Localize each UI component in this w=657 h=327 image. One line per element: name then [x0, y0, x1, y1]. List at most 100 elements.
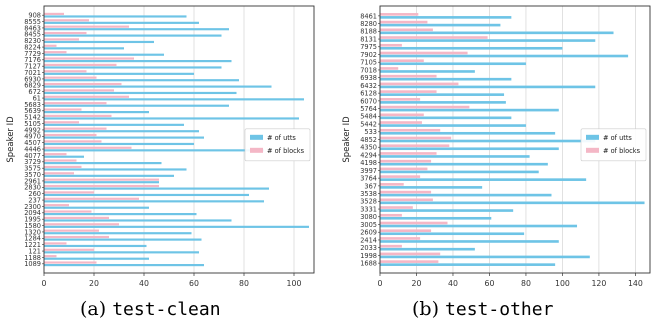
- bar-blocks: [380, 43, 402, 47]
- bar-blocks: [44, 25, 129, 28]
- x-tick-label: 0: [42, 279, 47, 288]
- bar-utts: [44, 104, 229, 107]
- bar-blocks: [380, 74, 437, 78]
- bar-blocks: [380, 90, 437, 93]
- bar-blocks: [380, 221, 448, 225]
- y-tick-label: 8230: [24, 37, 41, 45]
- bar-blocks: [380, 152, 437, 155]
- bar-blocks: [44, 121, 79, 124]
- y-tick-label: 4198: [360, 159, 377, 167]
- y-tick-label: 8461: [360, 12, 377, 20]
- bar-utts: [380, 232, 525, 236]
- bar-utts: [380, 124, 526, 127]
- y-tick-label: 1284: [24, 235, 41, 243]
- y-tick-label: 6128: [360, 90, 377, 98]
- y-axis-label: Speaker ID: [6, 116, 16, 163]
- y-tick-label: 8224: [24, 43, 41, 51]
- bar-blocks: [44, 12, 64, 15]
- bar-blocks: [44, 140, 102, 143]
- bar-utts: [380, 162, 548, 166]
- bar-utts: [44, 142, 194, 146]
- y-tick-label: 6938: [360, 74, 377, 82]
- y-tick-label: 4350: [360, 144, 377, 152]
- y-tick-label: 5764: [360, 105, 377, 113]
- bar-blocks: [380, 159, 432, 163]
- bar-blocks: [44, 204, 69, 207]
- y-tick-label: 1221: [24, 241, 41, 249]
- y-tick-label: 7105: [360, 59, 377, 67]
- bar-blocks: [44, 51, 67, 54]
- y-axis-label: Speaker ID: [342, 116, 352, 163]
- bar-blocks: [44, 31, 87, 35]
- bar-blocks: [44, 153, 67, 156]
- bar-utts: [380, 216, 492, 220]
- bar-utts: [380, 31, 614, 35]
- bar-blocks: [44, 44, 57, 47]
- bar-blocks: [380, 36, 488, 39]
- bar-utts: [44, 85, 272, 88]
- bar-blocks: [380, 67, 399, 70]
- y-tick-label: 4507: [24, 139, 41, 147]
- bar-utts: [380, 85, 596, 89]
- x-tick-label: 40: [139, 279, 149, 288]
- bar-utts: [380, 186, 483, 189]
- bar-utts: [44, 257, 149, 260]
- bar-utts: [380, 170, 539, 174]
- bar-blocks: [380, 59, 424, 63]
- bar-blocks: [380, 13, 419, 16]
- y-tick-label: 3764: [360, 175, 377, 183]
- y-tick-label: 533: [364, 128, 377, 136]
- x-tick-label: 100: [555, 279, 570, 288]
- x-tick-label: 0: [378, 279, 383, 288]
- bar-utts: [380, 209, 514, 212]
- y-tick-label: 121: [28, 247, 41, 255]
- bar-blocks: [44, 38, 79, 41]
- bar-blocks: [44, 82, 122, 86]
- bar-blocks: [44, 114, 112, 117]
- bar-utts: [44, 66, 222, 69]
- y-tick-label: 61: [33, 94, 41, 102]
- y-tick-label: 1089: [24, 260, 41, 268]
- y-tick-label: 260: [28, 190, 41, 198]
- bar-blocks: [380, 136, 452, 140]
- y-tick-label: 2961: [24, 177, 41, 185]
- bar-blocks: [380, 198, 433, 202]
- bar-utts: [380, 263, 556, 266]
- bar-utts: [44, 47, 124, 50]
- bar-blocks: [44, 95, 129, 98]
- legend-label: # of blocks: [603, 147, 641, 155]
- plot-frame: [43, 5, 315, 274]
- bar-blocks: [44, 223, 119, 226]
- y-tick-label: 4970: [24, 133, 41, 141]
- chart-panel-test-other: 8461828081888131797579027105701869386432…: [342, 5, 651, 288]
- bar-utts: [44, 123, 184, 126]
- bar-utts: [44, 111, 149, 114]
- bar-blocks: [44, 248, 94, 251]
- y-tick-label: 2094: [24, 209, 41, 217]
- y-tick-label: 7729: [24, 50, 41, 58]
- y-tick-label: 367: [364, 182, 377, 190]
- y-tick-label: 2300: [24, 203, 41, 211]
- y-tick-label: 2033: [360, 244, 377, 252]
- bar-utts: [44, 174, 174, 177]
- bar-utts: [44, 91, 237, 95]
- bar-blocks: [44, 102, 107, 105]
- chart-panel-test-clean: 9088555846384558230822477297176712770216…: [6, 5, 315, 288]
- bar-blocks: [380, 20, 428, 24]
- bar-blocks: [380, 260, 439, 263]
- bar-utts: [44, 53, 164, 56]
- bar-utts: [380, 139, 596, 143]
- bar-blocks: [44, 184, 159, 188]
- bar-utts: [380, 16, 512, 19]
- y-tick-label: 1580: [24, 222, 41, 230]
- y-tick-label: 7975: [360, 43, 377, 51]
- y-tick-label: 2609: [360, 229, 377, 237]
- legend-swatch: [586, 147, 599, 153]
- bar-utts: [44, 219, 232, 222]
- y-tick-label: 3729: [24, 158, 41, 166]
- y-tick-label: 3538: [360, 190, 377, 198]
- y-tick-label: 4852: [360, 136, 377, 144]
- bar-blocks: [380, 113, 424, 117]
- bar-blocks: [44, 229, 99, 232]
